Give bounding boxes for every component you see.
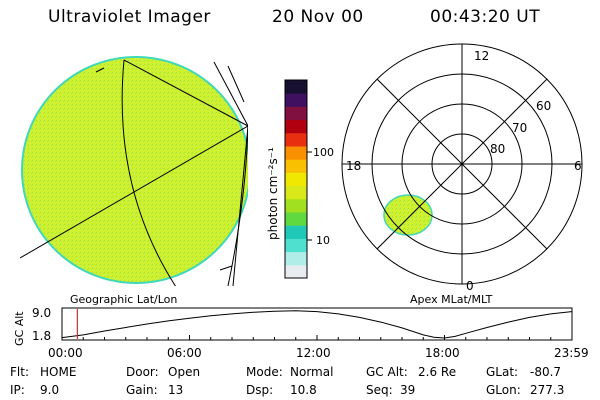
glat-label: GLat: (486, 365, 519, 379)
coastline (219, 265, 233, 271)
mode-value: Normal (290, 365, 334, 379)
longitude-line (121, 59, 177, 286)
glon-label: GLon: (486, 383, 521, 397)
colorbar-unit-label: photon cm⁻²s⁻¹ (266, 147, 280, 240)
colorbar-band (285, 132, 307, 147)
longitude-line (123, 59, 248, 127)
polar-plot-label: Apex MLat/MLT (410, 293, 493, 306)
colorbar-band (285, 198, 307, 213)
colorbar-band (285, 251, 307, 266)
colorbar-tick-10: 10 (316, 234, 330, 247)
coastline (227, 65, 245, 103)
seq-label: Seq: (366, 383, 393, 397)
colorbar-band (285, 106, 307, 121)
dsp-value: 10.8 (290, 383, 317, 397)
colorbar-band (285, 93, 307, 107)
gc-alt-value: 2.6 Re (418, 365, 457, 379)
coastline (95, 67, 105, 73)
mlt-label-0: 0 (466, 279, 474, 293)
gain-value: 13 (168, 383, 184, 397)
altitude-series-line (61, 310, 572, 339)
uv-emission-disc (21, 56, 248, 284)
x-tick-1200: 12:00 (296, 346, 331, 360)
flt-label: Flt: (10, 365, 29, 379)
dsp-label: Dsp: (246, 383, 274, 397)
colorbar-band (285, 80, 307, 94)
ip-value: 9.0 (40, 383, 60, 397)
y-tick-1-8: 1.8 (32, 329, 51, 343)
geographic-map-label: Geographic Lat/Lon (70, 293, 177, 306)
instrument-title: Ultraviolet Imager (48, 7, 211, 27)
door-value: Open (168, 365, 201, 379)
gc-alt-label: GC Alt: (366, 365, 408, 379)
x-tick-0000: 00:00 (48, 346, 83, 360)
y-tick-9: 9.0 (32, 306, 51, 320)
mode-label: Mode: (246, 365, 283, 379)
mlt-label-12: 12 (474, 49, 489, 63)
y-axis-label: GC Alt (13, 311, 26, 346)
colorbar-band (285, 225, 307, 239)
lat-label-70: 70 (512, 121, 527, 135)
colorbar-tick-100: 100 (313, 146, 334, 159)
colorbar-band (285, 119, 307, 134)
glon-value: 277.3 (530, 383, 565, 397)
glat-value: -80.7 (530, 365, 562, 379)
colorbar-band (285, 159, 307, 173)
mlt-label-18: 18 (346, 159, 361, 173)
mlt-label-6: 6 (574, 159, 582, 173)
colorbar-band (285, 185, 307, 200)
lat-label-60: 60 (536, 99, 551, 113)
lat-label-80: 80 (490, 142, 505, 156)
colorbar-band (285, 146, 307, 160)
colorbar-band (285, 264, 307, 279)
polar-diagonal (376, 78, 548, 250)
coastline (213, 61, 248, 286)
colorbar-band (285, 212, 307, 226)
flt-value: HOME (40, 365, 77, 379)
colorbar-band (285, 238, 307, 253)
colorbar-band (285, 172, 307, 187)
x-tick-0600: 06:00 (167, 346, 202, 360)
seq-value: 39 (400, 383, 416, 397)
latitude-line (20, 125, 248, 259)
gain-label: Gain: (126, 383, 158, 397)
x-tick-1800: 18:00 (425, 346, 460, 360)
ip-label: IP: (10, 383, 25, 397)
time-label: 00:43:20 UT (430, 7, 541, 27)
door-label: Door: (126, 365, 159, 379)
x-tick-2359: 23:59 (554, 346, 589, 360)
date-label: 20 Nov 00 (272, 7, 364, 27)
